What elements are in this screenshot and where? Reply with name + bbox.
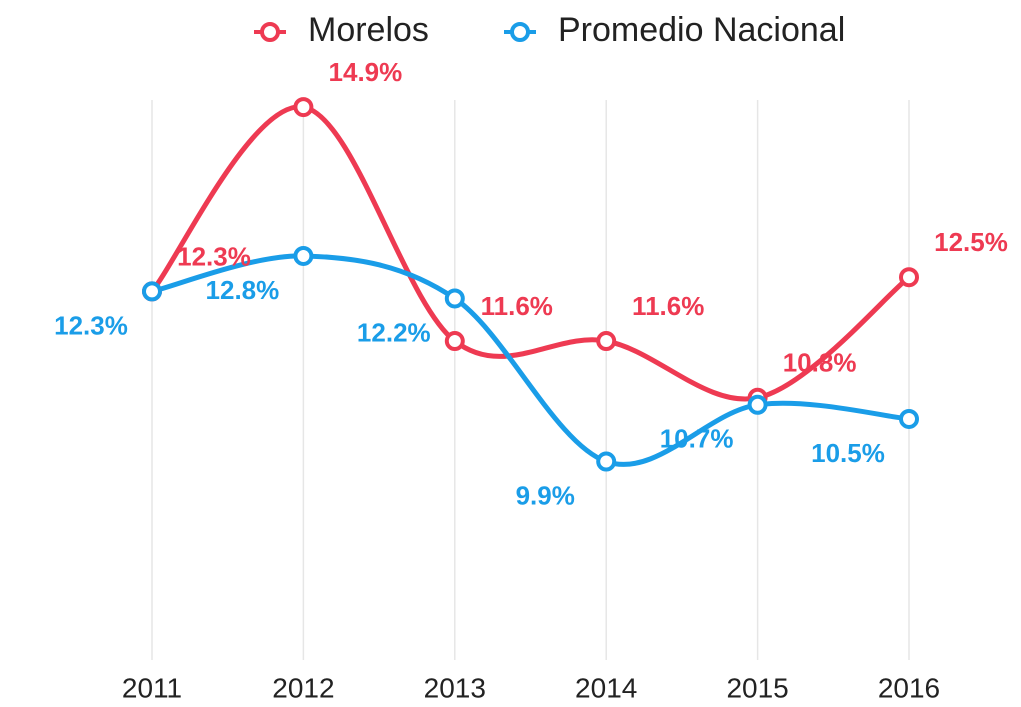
point [899,408,919,429]
x-tick-label: 2013 [424,672,486,703]
value-label: 10.5% [811,438,885,468]
value-label: 12.3% [177,241,251,271]
value-label: 12.3% [54,310,128,340]
value-label: 11.6% [632,291,704,321]
point [444,331,465,352]
point [293,97,314,118]
point [747,394,768,415]
legend-label: Promedio Nacional [558,11,845,49]
point [596,331,617,352]
point [444,288,465,309]
x-tick-label: 2012 [272,672,334,703]
value-label: 9.9% [516,480,575,510]
value-label: 12.2% [357,317,431,347]
legend-label: Morelos [308,11,429,49]
value-label: 14.9% [329,57,403,87]
series-line [150,104,911,402]
value-label: 10.7% [660,424,734,454]
value-label: 11.6% [481,291,553,321]
x-tick-label: 2015 [726,672,788,703]
x-tick-label: 2014 [575,672,637,703]
legend-marker [510,22,530,42]
value-label: 12.8% [206,275,280,305]
x-tick-label: 2011 [122,672,182,703]
value-label: 10.8% [783,348,857,378]
series-line [151,253,910,467]
point [142,281,162,302]
x-tick-label: 2016 [878,672,940,703]
point [293,245,314,266]
value-label: 12.5% [934,227,1008,257]
point [899,267,919,288]
legend-marker [260,22,280,42]
point [596,451,617,472]
